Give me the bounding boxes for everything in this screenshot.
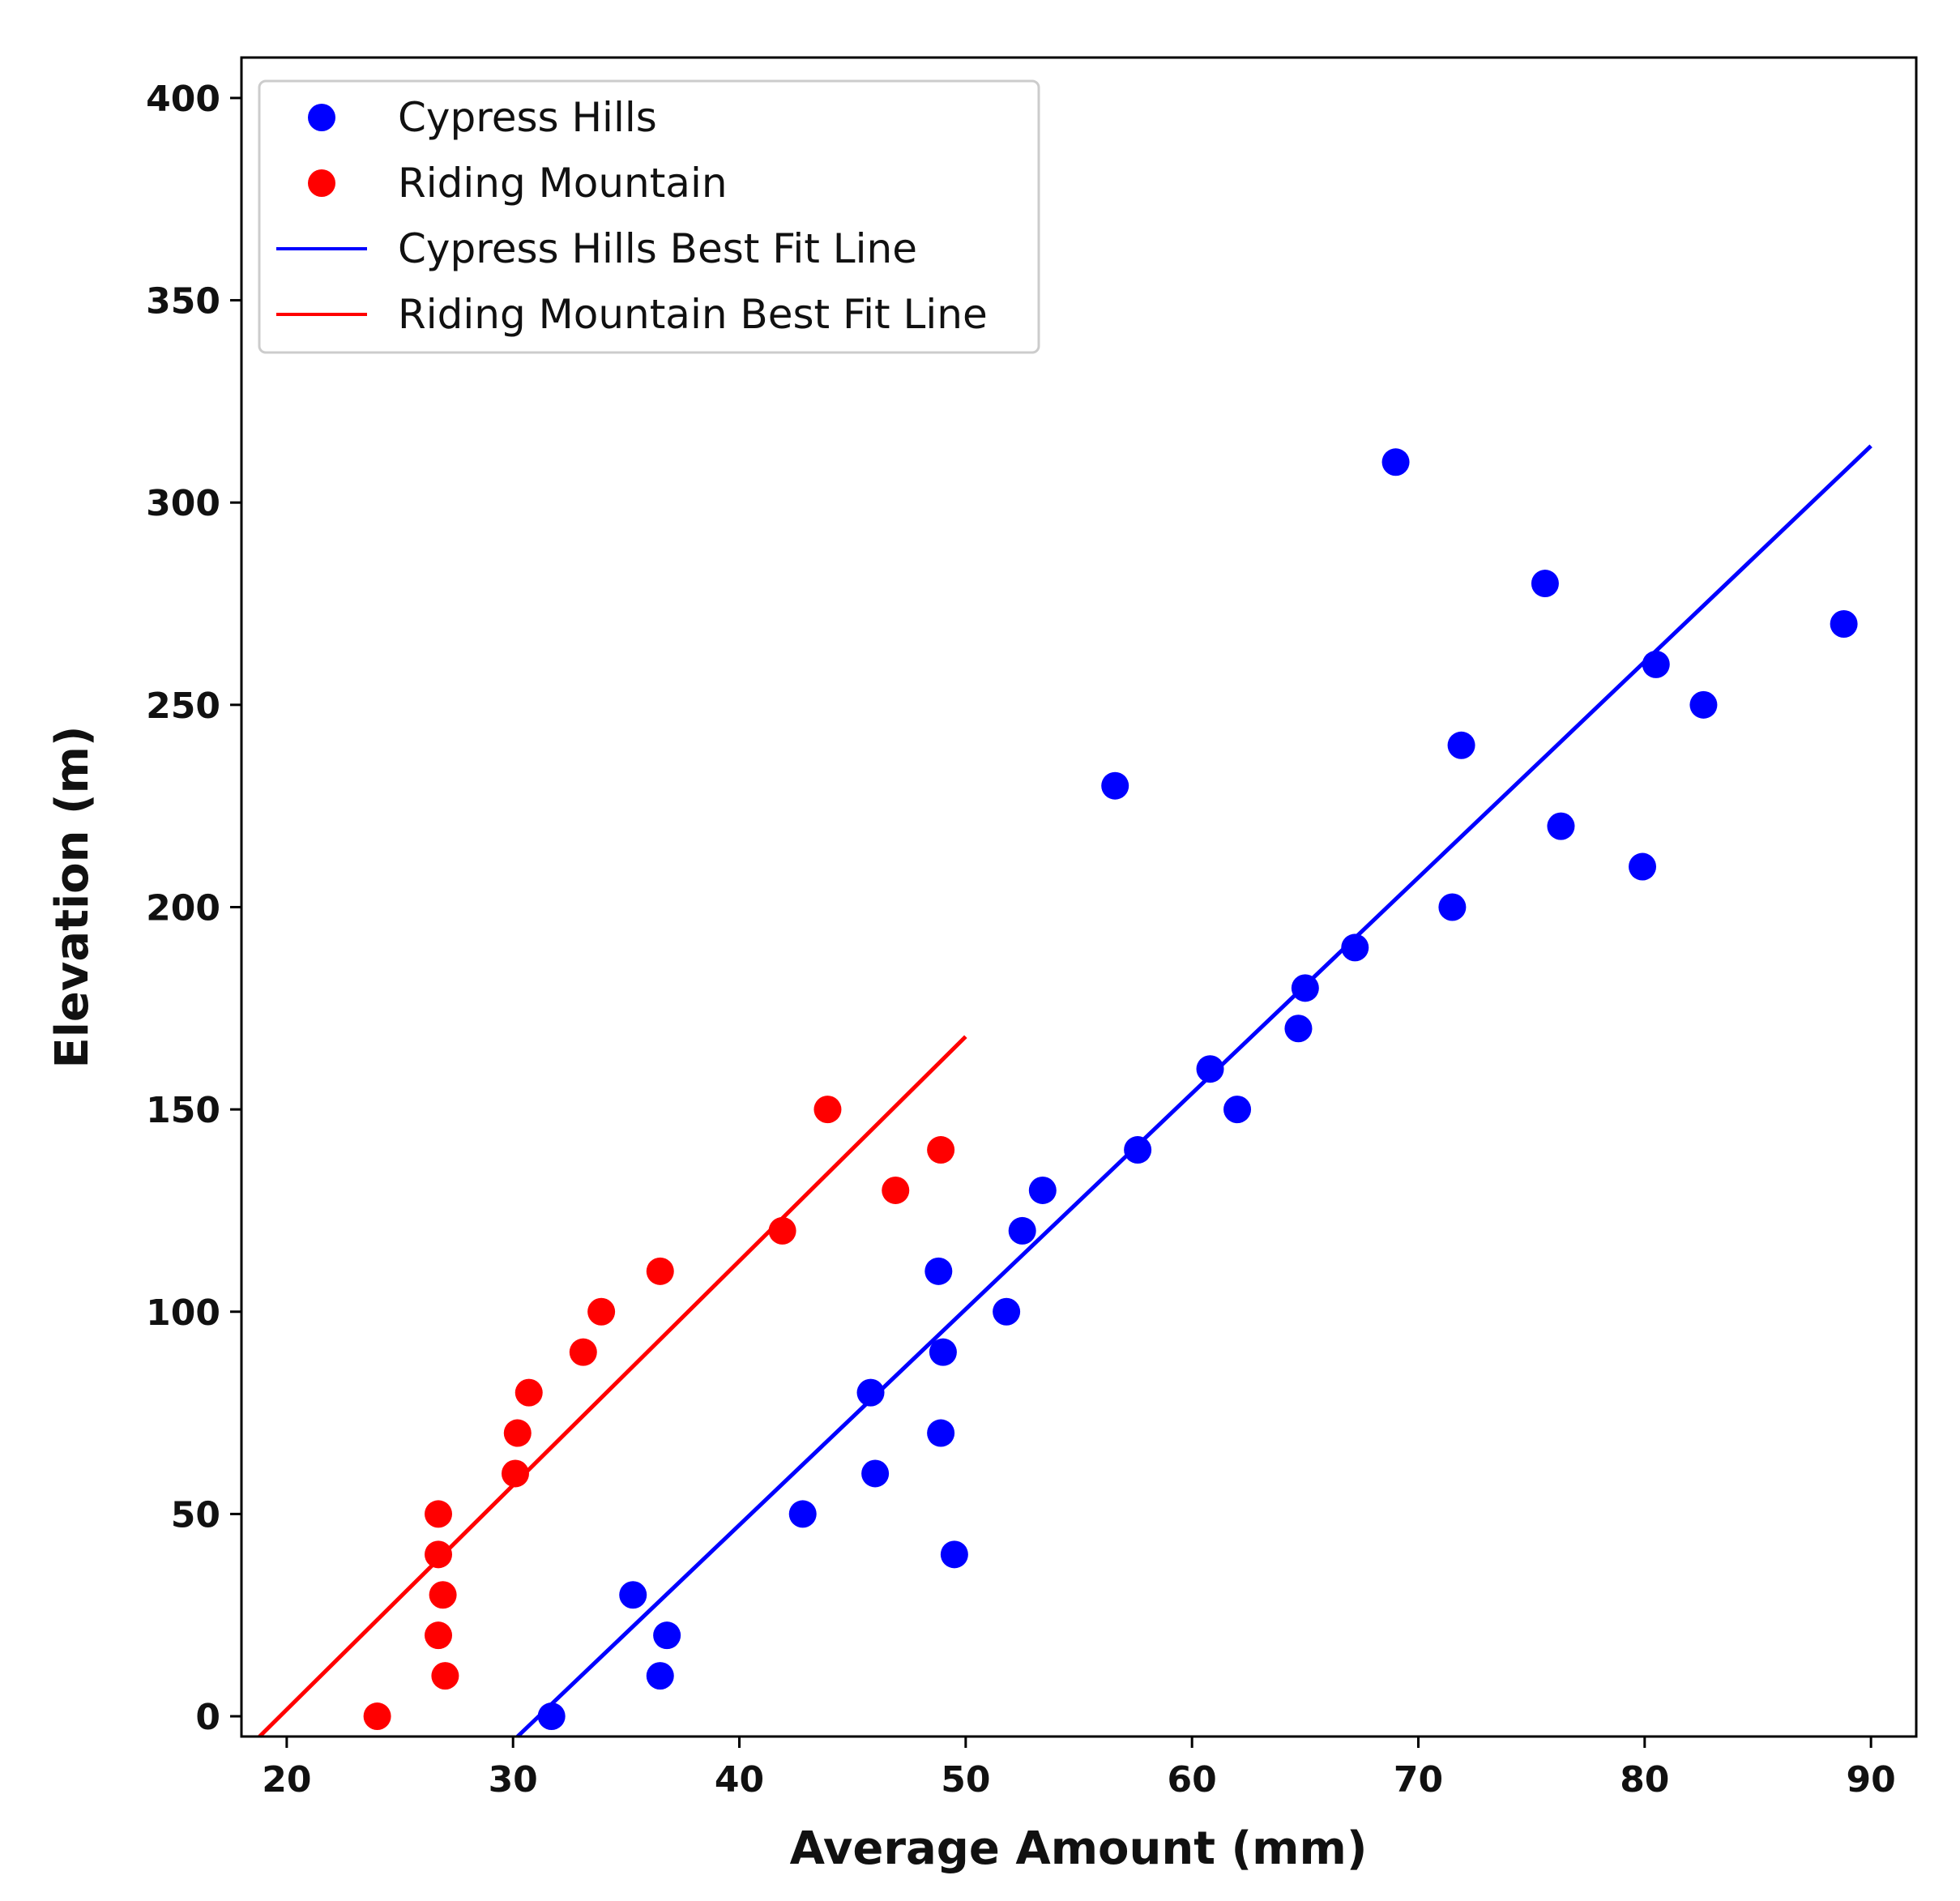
x-tick-label-20: 20 [262,1759,311,1801]
riding-mountain-point-6 [501,1459,529,1488]
cypress-hills-point-3 [653,1621,681,1650]
x-tick-label-70: 70 [1394,1759,1443,1801]
riding-mountain-point-12 [768,1216,796,1245]
cypress-hills-point-8 [927,1419,955,1447]
riding-mountain-best-fit-line [258,1035,967,1738]
cypress-hills-point-29 [1830,609,1858,638]
x-tick-label-90: 90 [1847,1759,1896,1801]
cypress-hills-point-20 [1341,933,1369,962]
cypress-hills-point-9 [929,1338,957,1366]
plot-frame [240,56,1918,1738]
legend-riding-mountain-marker [308,169,335,197]
x-axis-label: Average Amount (mm) [790,1822,1368,1875]
riding-mountain-point-15 [927,1136,955,1164]
cypress-hills-point-10 [940,1540,968,1569]
cypress-hills-point-18 [1284,1015,1313,1043]
y-tick-label-300: 300 [146,483,220,524]
riding-mountain-point-1 [425,1621,453,1650]
cypress-hills-point-22 [1438,893,1467,921]
x-tick-label-30: 30 [489,1759,538,1801]
cypress-hills-point-27 [1642,650,1670,678]
cypress-hills-point-4 [788,1500,817,1528]
cypress-hills-point-2 [646,1662,674,1690]
cypress-hills-point-16 [1196,1055,1224,1083]
riding-mountain-point-2 [425,1540,453,1569]
y-axis: 0 50 100 150 200 250 300 350 400 [146,79,241,1738]
cypress-hills-point-14 [1101,771,1129,800]
cypress-hills-point-25 [1547,812,1575,840]
cypress-hills-point-6 [861,1459,890,1488]
cypress-hills-point-26 [1629,852,1657,881]
cypress-hills-point-12 [1008,1216,1036,1245]
y-tick-label-350: 350 [146,281,220,323]
y-tick-label-150: 150 [146,1090,220,1131]
x-axis: 20 30 40 50 60 70 80 90 [262,1737,1896,1801]
cypress-hills-point-13 [1028,1176,1057,1204]
plot-layer [258,444,1872,1738]
cypress-hills-point-28 [1689,690,1718,719]
cypress-hills-point-7 [924,1257,953,1285]
y-axis-label: Elevation (m) [46,725,99,1068]
riding-mountain-point-14 [882,1176,910,1204]
riding-mountain-point-0 [363,1702,391,1731]
legend-box [258,79,1040,354]
cypress-hills-point-5 [856,1378,885,1407]
cypress-hills-best-fit-line [516,444,1872,1738]
legend-cypress-hills-label: Cypress Hills [398,94,657,141]
riding-mountain-point-7 [503,1419,532,1447]
cypress-hills-point-19 [1291,974,1319,1002]
riding-mountain-point-5 [431,1662,459,1690]
y-tick-label-250: 250 [146,686,220,727]
riding-mountain-point-8 [515,1378,543,1407]
x-tick-label-50: 50 [941,1759,990,1801]
riding-mountain-point-10 [587,1297,616,1326]
cypress-hills-point-23 [1447,731,1475,759]
riding-mountain-point-13 [813,1096,842,1124]
cypress-hills-point-0 [537,1702,566,1731]
cypress-hills-point-11 [993,1297,1021,1326]
riding-mountain-point-9 [569,1338,597,1366]
riding-mountain-point-11 [646,1257,674,1285]
cypress-hills-point-21 [1381,448,1410,476]
y-tick-label-200: 200 [146,887,220,929]
x-tick-label-80: 80 [1620,1759,1669,1801]
y-tick-label-100: 100 [146,1292,220,1334]
cypress-hills-point-24 [1531,570,1559,598]
riding-mountain-point-3 [425,1500,453,1528]
y-tick-label-50: 50 [171,1494,220,1536]
x-tick-label-40: 40 [715,1759,764,1801]
legend-riding-mountain-label: Riding Mountain [398,160,728,207]
cypress-hills-point-17 [1223,1096,1252,1124]
legend: Cypress Hills Riding Mountain Cypress Hill… [258,79,1040,354]
legend-cypress-hills-best-fit-line-label: Cypress Hills Best Fit Line [398,225,917,272]
y-tick-label-0: 0 [195,1697,220,1738]
y-tick-label-400: 400 [146,79,220,120]
cypress-hills-point-1 [619,1581,647,1609]
riding-mountain-point-4 [429,1581,457,1609]
cypress-hills-point-15 [1124,1136,1152,1164]
x-tick-label-60: 60 [1168,1759,1217,1801]
legend-cypress-hills-marker [308,104,335,131]
legend-riding-mountain-best-fit-line-label: Riding Mountain Best Fit Line [398,291,988,338]
